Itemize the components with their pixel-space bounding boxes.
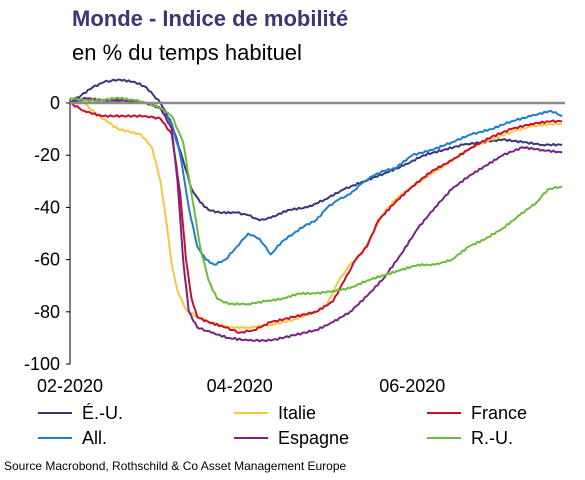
series-line-0: [69, 78, 563, 222]
chart-title: Monde - Indice de mobilité: [72, 6, 349, 31]
y-tick-label-4: -80: [34, 302, 60, 322]
source-note: Source Macrobond, Rothschild & Co Asset …: [4, 459, 347, 473]
y-tick-label-3: -60: [34, 250, 60, 270]
x-tick-label-1: 04-2020: [207, 376, 273, 396]
x-tick-label-0: 02-2020: [37, 376, 103, 396]
y-tick-label-1: -20: [34, 145, 60, 165]
x-tick-label-2: 06-2020: [379, 376, 445, 396]
series-line-5: [69, 96, 563, 306]
y-tick-label-2: -40: [34, 197, 60, 217]
y-tick-label-0: 0: [50, 93, 60, 113]
series-line-3: [69, 98, 563, 266]
y-tick-label-5: -100: [24, 354, 60, 374]
chart-subtitle: en % du temps habituel: [72, 40, 302, 65]
series-line-2: [69, 102, 563, 334]
